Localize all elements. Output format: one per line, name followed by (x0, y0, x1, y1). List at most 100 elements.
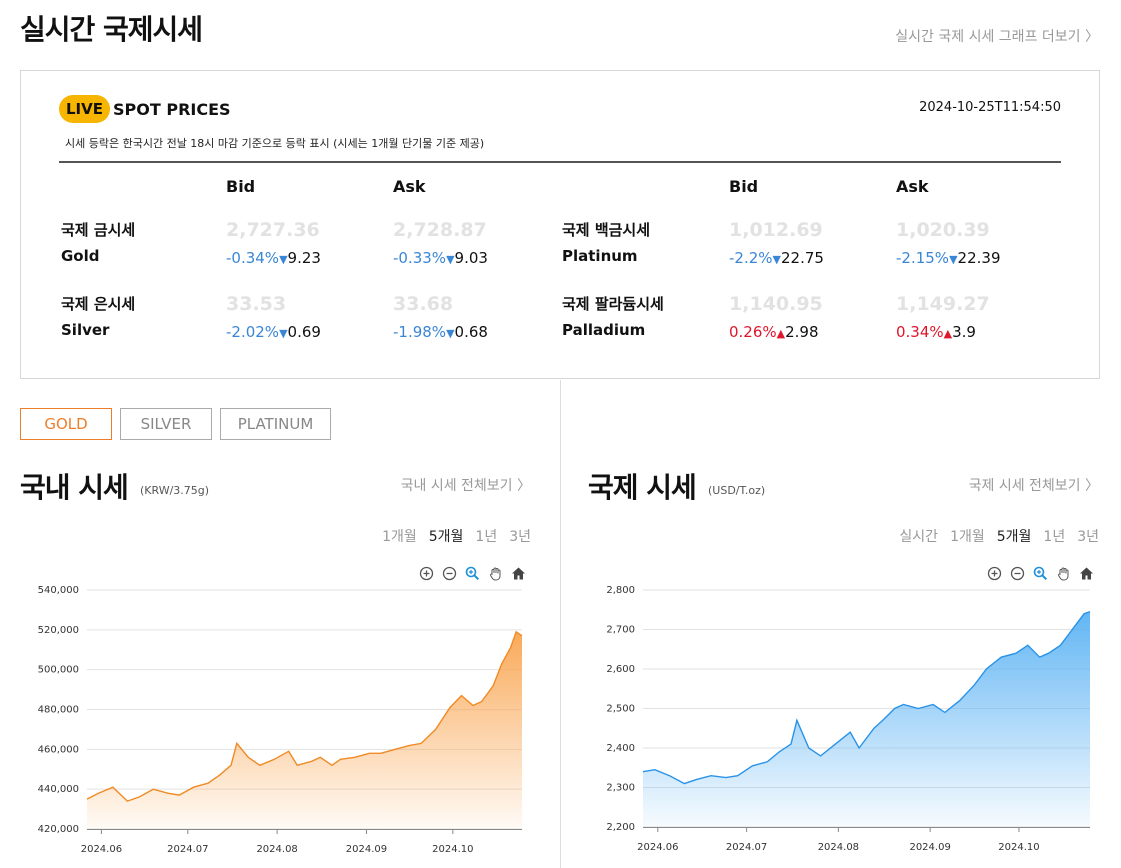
section-divider (560, 380, 561, 868)
x-tick-label: 2024.09 (909, 842, 950, 853)
spot-timestamp: 2024-10-25T11:54:50 (919, 100, 1061, 115)
up-arrow-icon: ▲ (943, 327, 953, 340)
international-period-selector: 실시간 1개월 5개월 1년 3년 (887, 526, 1099, 546)
international-title: 국제 시세 (588, 471, 697, 504)
metal-platinum: 국제 백금시세 Platinum (562, 217, 650, 269)
series-line (642, 611, 1091, 785)
international-chart-tools (984, 563, 1097, 583)
zoom-in-icon[interactable] (416, 563, 437, 583)
y-tick-label: 2,700 (606, 625, 635, 636)
zoom-out-icon[interactable] (439, 563, 460, 583)
change-amount: 3.9 (952, 323, 976, 341)
spot-prices-panel: LIVE SPOT PRICES 2024-10-25T11:54:50 시세 … (20, 70, 1100, 379)
realtime-graph-more-link[interactable]: 실시간 국제 시세 그래프 더보기 〉 (895, 29, 1099, 45)
period-5m[interactable]: 5개월 (428, 529, 464, 545)
x-tick-label: 2024.06 (81, 844, 122, 855)
down-arrow-icon: ▼ (446, 253, 455, 266)
international-price-chart[interactable]: 2,200 2,300 2,400 2,500 2,600 2,700 2,800 2024.… (588, 578, 1108, 868)
metal-silver: 국제 은시세 Silver (61, 291, 135, 343)
spot-note: 시세 등락은 한국시간 전날 18시 마감 기준으로 등락 표시 (시세는 1개… (65, 137, 485, 150)
x-tick-label: 2024.06 (637, 842, 678, 853)
bid-header-right: Bid (729, 177, 759, 196)
ask-header-right: Ask (896, 177, 929, 196)
x-tick-label: 2024.10 (432, 844, 473, 855)
live-badge: LIVE (59, 95, 110, 123)
zoom-out-icon[interactable] (1007, 563, 1028, 583)
x-tick-label: 2024.10 (998, 842, 1039, 853)
period-3y[interactable]: 3년 (1077, 529, 1099, 545)
palladium-ask-change: 0.34%▲3.9 (896, 323, 976, 341)
y-tick-label: 2,800 (606, 585, 635, 596)
ask-header-left: Ask (393, 177, 426, 196)
zoom-select-icon[interactable] (1030, 563, 1051, 583)
up-arrow-icon: ▲ (776, 327, 786, 340)
period-3y[interactable]: 3년 (509, 529, 531, 545)
pan-hand-icon[interactable] (485, 563, 506, 583)
change-amount: 9.23 (287, 249, 321, 267)
zoom-in-icon[interactable] (984, 563, 1005, 583)
international-more-link[interactable]: 국제 시세 전체보기 〉 (968, 478, 1099, 494)
metal-name-en: Silver (61, 321, 110, 339)
tab-silver[interactable]: SILVER (120, 408, 212, 440)
y-tick-label: 460,000 (38, 744, 79, 755)
series-area (643, 611, 1090, 827)
y-tick-label: 2,500 (606, 704, 635, 715)
platinum-ask-change: -2.15%▼22.39 (896, 249, 1001, 267)
change-percent: -2.02% (226, 323, 280, 341)
down-arrow-icon: ▼ (279, 253, 288, 266)
pan-hand-icon[interactable] (1053, 563, 1074, 583)
down-arrow-icon: ▼ (772, 253, 781, 266)
silver-ask-price: 33.68 (393, 293, 454, 315)
period-1y[interactable]: 1년 (475, 529, 498, 545)
silver-bid-price: 33.53 (226, 293, 287, 315)
metal-palladium: 국제 팔라듐시세 Palladium (562, 291, 664, 343)
x-tick-label: 2024.08 (818, 842, 859, 853)
home-icon[interactable] (1076, 563, 1097, 583)
gold-ask-change: -0.33%▼9.03 (393, 249, 488, 267)
tab-gold[interactable]: GOLD (20, 408, 112, 440)
period-1m[interactable]: 1개월 (382, 529, 417, 545)
metal-gold: 국제 금시세 Gold (61, 217, 135, 269)
metal-name-en: Platinum (562, 247, 638, 265)
silver-ask-change: -1.98%▼0.68 (393, 323, 488, 341)
period-5m[interactable]: 5개월 (996, 529, 1032, 545)
domestic-chart-tools (416, 563, 529, 583)
series-line (86, 630, 523, 802)
metal-name-ko: 국제 백금시세 (562, 221, 651, 239)
x-tick-label: 2024.07 (726, 842, 767, 853)
metal-name-ko: 국제 팔라듐시세 (562, 295, 664, 313)
international-unit: (USD/T.oz) (708, 484, 766, 497)
domestic-period-selector: 1개월 5개월 1년 3년 (370, 526, 531, 546)
period-1m[interactable]: 1개월 (950, 529, 985, 545)
change-percent: -2.15% (896, 249, 950, 267)
change-percent: -2.2% (729, 249, 773, 267)
spot-prices-title: SPOT PRICES (113, 100, 231, 119)
y-tick-label: 520,000 (38, 625, 79, 636)
y-tick-label: 2,200 (606, 822, 635, 833)
y-tick-label: 2,300 (606, 783, 635, 794)
spot-divider (59, 161, 1061, 163)
gold-bid-change: -0.34%▼9.23 (226, 249, 321, 267)
platinum-bid-change: -2.2%▼22.75 (729, 249, 824, 267)
down-arrow-icon: ▼ (446, 327, 455, 340)
silver-bid-change: -2.02%▼0.69 (226, 323, 321, 341)
domestic-price-chart[interactable]: 420,000 440,000 460,000 480,000 500,000 520,0… (20, 578, 540, 868)
metal-name-ko: 국제 은시세 (61, 295, 136, 313)
x-tick-label: 2024.09 (346, 844, 387, 855)
zoom-select-icon[interactable] (462, 563, 483, 583)
page-title: 실시간 국제시세 (20, 13, 203, 46)
tab-platinum[interactable]: PLATINUM (220, 408, 331, 440)
platinum-bid-price: 1,012.69 (729, 219, 823, 241)
gold-ask-price: 2,728.87 (393, 219, 487, 241)
gold-bid-price: 2,727.36 (226, 219, 320, 241)
y-tick-label: 540,000 (38, 585, 79, 596)
period-1y[interactable]: 1년 (1043, 529, 1066, 545)
x-tick-label: 2024.08 (256, 844, 297, 855)
period-realtime[interactable]: 실시간 (899, 529, 939, 545)
domestic-more-link[interactable]: 국내 시세 전체보기 〉 (400, 478, 531, 494)
change-amount: 22.75 (781, 249, 824, 267)
platinum-ask-price: 1,020.39 (896, 219, 990, 241)
home-icon[interactable] (508, 563, 529, 583)
y-tick-label: 420,000 (38, 824, 79, 835)
y-tick-label: 440,000 (38, 784, 79, 795)
